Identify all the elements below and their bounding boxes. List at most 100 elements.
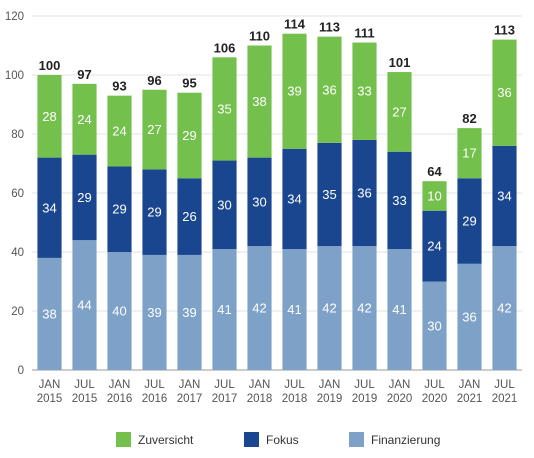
total-label: 114 (284, 17, 306, 32)
data-label: 26 (182, 209, 196, 224)
data-label: 34 (287, 191, 301, 206)
bar-segment-fokus (142, 169, 167, 255)
bar-stack: 36 29 17 82 JAN 2021 (457, 111, 483, 405)
bars: 38 34 28 100 JAN 2015 44 29 24 97 JUL 2015 40 29 24 93 J… (37, 17, 518, 405)
total-label: 110 (249, 29, 270, 44)
y-tick-label: 0 (18, 365, 24, 377)
data-label: 27 (147, 122, 161, 137)
legend-swatch (244, 432, 259, 447)
bar-segment-finanzierung (37, 257, 62, 370)
bar-segment-zuversicht (37, 75, 62, 158)
data-label: 29 (462, 214, 476, 229)
x-tick-label: JUL (284, 379, 305, 391)
y-tick-label: 80 (11, 129, 24, 141)
bar-segment-fokus (422, 210, 447, 282)
x-tick-label: 2021 (492, 393, 518, 405)
bar-stack: 38 34 28 100 JAN 2015 (37, 58, 63, 405)
data-label: 34 (42, 200, 56, 215)
data-label: 28 (42, 109, 56, 124)
bar-segment-zuversicht (142, 89, 167, 170)
bar-segment-finanzierung (422, 281, 447, 370)
bar-segment-finanzierung (317, 246, 342, 370)
total-label: 111 (354, 26, 374, 41)
data-label: 34 (497, 188, 511, 203)
y-tick-label: 20 (11, 306, 24, 318)
y-tick-label: 120 (5, 11, 24, 23)
legend-item-fokus: Fokus (244, 432, 299, 447)
bar-stack: 40 29 24 93 JAN 2016 (107, 79, 133, 405)
x-tick-label: JUL (144, 379, 165, 391)
data-label: 39 (287, 84, 301, 99)
total-label: 97 (77, 67, 91, 82)
bar-segment-fokus (247, 157, 272, 247)
data-label: 42 (357, 301, 371, 316)
legend-label: Fokus (266, 433, 299, 447)
x-tick-label: JUL (74, 379, 95, 391)
x-tick-label: JUL (214, 379, 235, 391)
y-tick-label: 60 (11, 188, 24, 200)
x-tick-label: 2016 (142, 393, 168, 405)
x-tick-label: JAN (109, 379, 131, 391)
data-label: 30 (217, 197, 231, 212)
total-label: 95 (182, 76, 196, 91)
data-label: 30 (252, 194, 266, 209)
bar-segment-zuversicht (282, 33, 307, 149)
data-label: 38 (42, 306, 56, 321)
legend-item-zuversicht: Zuversicht (116, 432, 194, 447)
data-label: 39 (182, 305, 196, 320)
bar-segment-fokus (282, 148, 307, 250)
x-tick-label: JAN (39, 379, 61, 391)
y-tick-labels: 0 20 40 60 80 100 120 (5, 11, 24, 377)
x-tick-label: JUL (354, 379, 375, 391)
bar-segment-finanzierung (107, 252, 132, 370)
bar-segment-finanzierung (212, 249, 237, 370)
total-label: 64 (427, 164, 442, 179)
legend-label: Finanzierung (371, 433, 440, 447)
bar-segment-fokus (72, 154, 97, 241)
bar-segment-finanzierung (177, 254, 202, 370)
bar-stack: 42 35 36 113 JAN 2019 (317, 20, 343, 405)
data-label: 29 (112, 202, 126, 217)
data-label: 36 (462, 309, 476, 324)
total-label: 93 (112, 79, 126, 94)
total-label: 96 (147, 73, 161, 88)
data-label: 40 (112, 304, 126, 319)
x-tick-label: JUL (494, 379, 515, 391)
data-label: 33 (392, 193, 406, 208)
total-label: 101 (389, 55, 411, 70)
x-tick-label: 2020 (422, 393, 448, 405)
bar-segment-finanzierung (352, 246, 377, 370)
data-label: 29 (147, 205, 161, 220)
data-label: 24 (112, 124, 126, 139)
bar-segment-fokus (317, 142, 342, 247)
bar-stack: 39 29 27 96 JUL 2016 (142, 73, 168, 405)
data-label: 29 (182, 128, 196, 143)
data-label: 24 (77, 112, 91, 127)
x-tick-label: JUL (424, 379, 445, 391)
bar-segment-zuversicht (422, 181, 447, 211)
x-tick-label: 2021 (457, 393, 483, 405)
data-label: 36 (357, 186, 371, 201)
bar-segment-zuversicht (177, 92, 202, 179)
bar-segment-finanzierung (142, 254, 167, 370)
bar-segment-finanzierung (457, 263, 482, 370)
total-label: 113 (319, 20, 340, 35)
bar-stack: 41 30 35 106 JUL 2017 (212, 40, 238, 405)
x-tick-label: 2016 (107, 393, 133, 405)
bar-segment-fokus (352, 139, 377, 247)
x-tick-label: 2015 (37, 393, 63, 405)
data-label: 41 (287, 302, 301, 317)
bar-stack: 30 24 10 64 JUL 2020 (422, 164, 448, 405)
bar-stack: 42 30 38 110 JAN 2018 (247, 29, 273, 406)
bar-segment-finanzierung (387, 249, 412, 370)
bar-segment-fokus (37, 157, 62, 258)
legend-swatch (116, 432, 131, 447)
data-label: 41 (392, 302, 406, 317)
total-label: 100 (39, 58, 61, 73)
data-label: 39 (147, 305, 161, 320)
bar-segment-zuversicht (72, 83, 97, 155)
data-label: 38 (252, 94, 266, 109)
total-label: 106 (214, 40, 236, 55)
